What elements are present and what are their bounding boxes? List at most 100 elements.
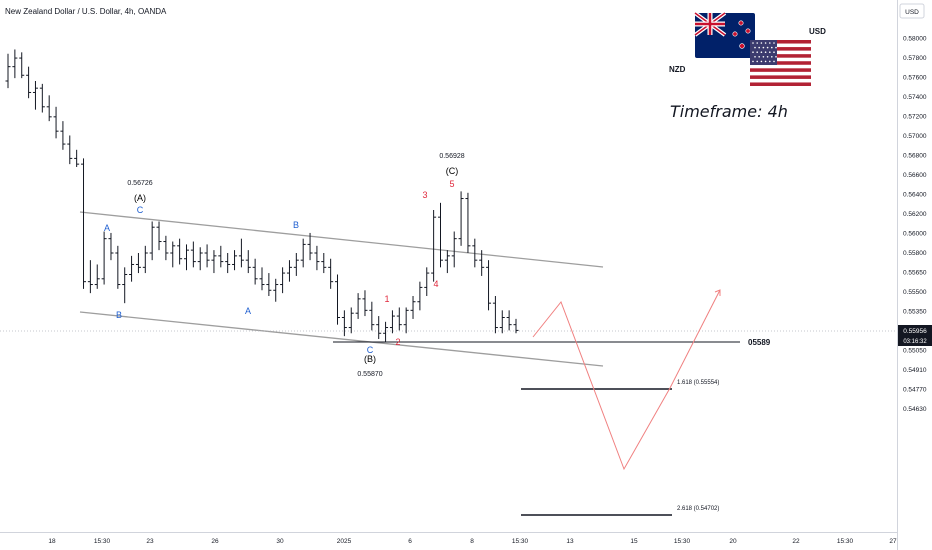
base-currency-label: NZD (669, 65, 686, 74)
ohlc-bar (396, 307, 402, 331)
y-tick-label: 0.57000 (903, 133, 927, 140)
ohlc-bar (465, 192, 471, 253)
price-badge (898, 325, 932, 346)
x-tick-label: 13 (566, 538, 574, 545)
ohlc-bar (314, 245, 320, 271)
y-tick-label: 0.56400 (903, 192, 927, 199)
ohlc-bar (183, 244, 189, 271)
wave-label-B-paren: (B) (364, 354, 376, 364)
ohlc-bar (101, 231, 107, 285)
ohlc-bar (376, 316, 382, 339)
ohlc-bar (190, 241, 196, 268)
wave-label-3: 3 (422, 190, 427, 200)
x-tick-label: 26 (211, 538, 219, 545)
channel-upper-line[interactable] (79, 211, 604, 268)
x-tick-label: 15:30 (837, 538, 854, 545)
ohlc-bar (389, 310, 395, 334)
ohlc-bar (403, 307, 409, 334)
ohlc-bar (26, 66, 32, 99)
ohlc-bar (307, 232, 313, 261)
ohlc-bar (362, 290, 368, 317)
ohlc-bar (266, 273, 272, 296)
channel-lower-line[interactable] (79, 311, 604, 367)
ohlc-bar (348, 307, 354, 334)
x-tick-label: 8 (470, 538, 474, 545)
y-tick-label: 0.54770 (903, 387, 927, 394)
y-tick-label: 0.57200 (903, 114, 927, 121)
ohlc-bar (87, 260, 93, 294)
forecast-arrowhead (714, 289, 721, 296)
y-tick-label: 0.56200 (903, 211, 927, 218)
ohlc-bar (451, 231, 457, 268)
ohlc-bar (12, 49, 18, 79)
ohlc-bar (328, 258, 334, 289)
ohlc-bar (142, 245, 148, 274)
x-tick-label: 18 (48, 538, 56, 545)
ohlc-bar (259, 267, 265, 291)
wave-label-c-blue-2: C (367, 345, 374, 355)
wave-label-c-blue: C (137, 205, 144, 215)
x-tick-label: 15:30 (94, 538, 111, 545)
ohlc-bar (53, 106, 59, 139)
x-tick-label: 2025 (337, 538, 352, 545)
ohlc-bar (46, 95, 52, 122)
ohlc-bar (129, 255, 135, 282)
level-1618-label: 1.618 (0.55554) (677, 380, 719, 386)
wave-label-1: 1 (384, 294, 389, 304)
ohlc-bar (238, 238, 244, 268)
ohlc-bar (19, 52, 25, 79)
y-axis-ticks: 0.58000 0.57800 0.57600 0.57400 0.57200 0.570… (903, 36, 927, 414)
quote-currency-label: USD (809, 27, 826, 36)
ohlc-bar (252, 258, 258, 285)
y-tick-label: 0.54630 (903, 406, 927, 413)
wave-label-A-paren: (A) (134, 193, 146, 203)
ohlc-bar (211, 250, 217, 274)
y-tick-label: 0.57400 (903, 94, 927, 101)
price-badge-value: 0.55956 (903, 328, 927, 335)
ohlc-bar (74, 149, 80, 167)
ohlc-bar (170, 241, 176, 268)
ohlc-bar (513, 318, 519, 334)
wave-label-a-blue-2: A (245, 306, 251, 316)
ohlc-bar (479, 250, 485, 276)
y-tick-label: 0.55500 (903, 289, 927, 296)
ohlc-bar (300, 238, 306, 268)
ohlc-bar (369, 301, 375, 331)
y-tick-label: 0.57800 (903, 55, 927, 62)
ohlc-bar (115, 245, 121, 289)
price-annotation-c: 0.56928 (439, 153, 464, 160)
ohlc-bar (437, 202, 443, 268)
level-2618-label: 2.618 (0.54702) (677, 506, 719, 512)
y-tick-label: 0.57600 (903, 75, 927, 82)
y-tick-label: 0.54910 (903, 367, 927, 374)
x-tick-label: 20 (729, 538, 737, 545)
ohlc-bar (341, 310, 347, 337)
x-tick-label: 23 (146, 538, 154, 545)
x-tick-label: 22 (792, 538, 800, 545)
currency-button-label: USD (905, 9, 919, 16)
currency-button[interactable] (899, 3, 925, 19)
x-axis-ticks: 18 15:30 23 26 30 2025 6 8 15:30 13 15 15:30 20 22 15:… (48, 538, 897, 545)
ohlc-bar (417, 281, 423, 311)
ohlc-bar (472, 238, 478, 268)
y-tick-label: 0.56000 (903, 231, 927, 238)
wave-label-2: 2 (395, 337, 400, 347)
ohlc-bar (197, 247, 203, 271)
y-tick-label: 0.56600 (903, 172, 927, 179)
ohlc-bar (60, 121, 66, 150)
forecast-arrow-shaft (669, 289, 721, 389)
ohlc-bar (273, 278, 279, 302)
ohlc-bar (424, 267, 430, 296)
ohlc-bar (94, 264, 100, 289)
ohlc-bar (383, 321, 389, 342)
x-tick-label: 6 (408, 538, 412, 545)
y-tick-label: 0.56800 (903, 153, 927, 160)
price-badge-countdown: 03:16:32 (903, 339, 927, 345)
nz-flag-icon (693, 11, 755, 58)
candles (5, 49, 519, 342)
forecast-path[interactable] (532, 301, 671, 471)
ohlc-bar (335, 274, 341, 325)
wave-label-b-blue-2: B (293, 220, 299, 230)
wave-label-b-blue-1: B (116, 310, 122, 320)
